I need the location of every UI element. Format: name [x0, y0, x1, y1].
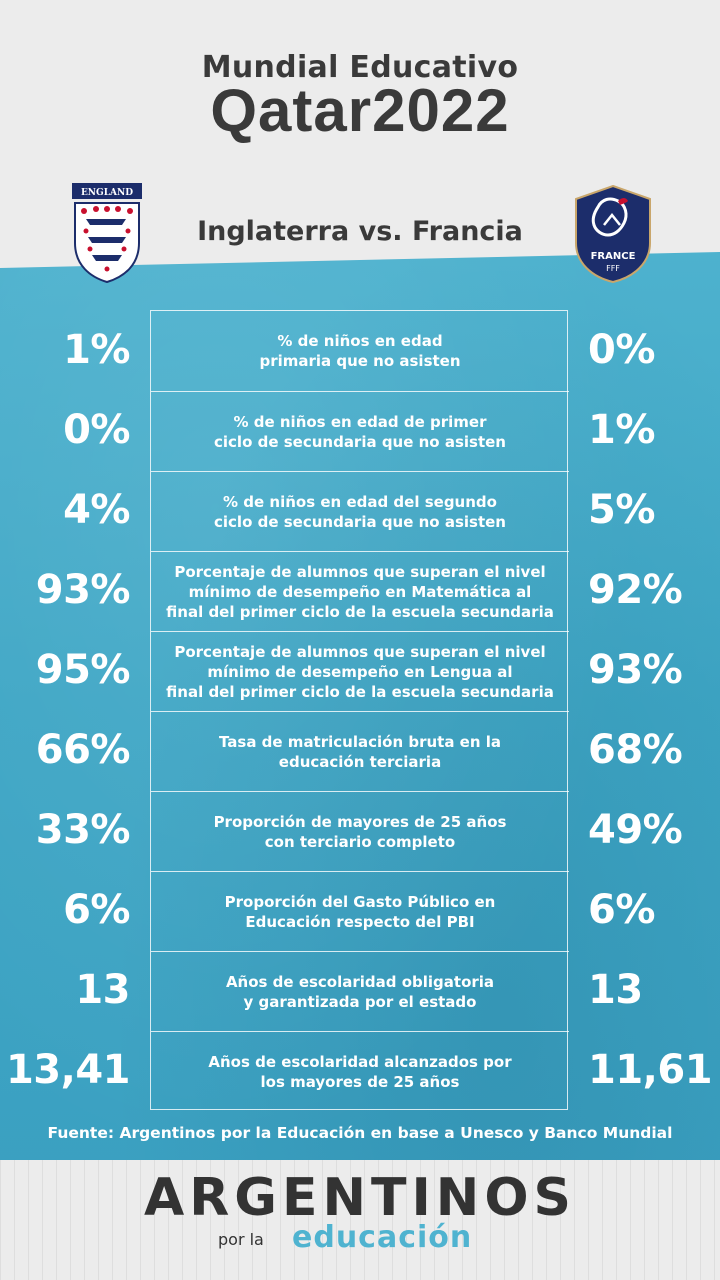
table-row: Proporción del Gasto Público en Educació…	[151, 871, 569, 951]
france-value: 49%	[588, 790, 720, 870]
france-value: 0%	[588, 310, 720, 390]
england-value: 33%	[0, 790, 130, 870]
source-note: Fuente: Argentinos por la Educación en b…	[0, 1124, 720, 1142]
table-row: Proporción de mayores de 25 años con ter…	[151, 791, 569, 871]
england-value: 1%	[0, 310, 130, 390]
row-label: Proporción del Gasto Público en Educació…	[151, 872, 569, 951]
comparison-table: % de niños en edad primaria que no asist…	[150, 310, 568, 1110]
england-value: 13,41	[0, 1030, 130, 1110]
org-logo-edu: educación	[292, 1220, 472, 1255]
england-value: 93%	[0, 550, 130, 630]
row-label: % de niños en edad de primer ciclo de se…	[151, 392, 569, 471]
france-value: 11,61	[588, 1030, 720, 1110]
england-value: 0%	[0, 390, 130, 470]
england-value: 13	[0, 950, 130, 1030]
row-label: % de niños en edad primaria que no asist…	[151, 311, 569, 390]
table-row: Porcentaje de alumnos que superan el niv…	[151, 631, 569, 711]
france-value: 6%	[588, 870, 720, 950]
france-value: 92%	[588, 550, 720, 630]
england-value: 4%	[0, 470, 130, 550]
france-value: 68%	[588, 710, 720, 790]
france-crest-sub: FFF	[606, 264, 620, 273]
row-label: Años de escolaridad obligatoria y garant…	[151, 952, 569, 1031]
row-label: Tasa de matriculación bruta en la educac…	[151, 712, 569, 791]
row-label: Años de escolaridad alcanzados por los m…	[151, 1032, 569, 1111]
england-value: 6%	[0, 870, 130, 950]
table-row: % de niños en edad primaria que no asist…	[151, 311, 569, 391]
row-label: Porcentaje de alumnos que superan el niv…	[151, 552, 569, 631]
row-label: Porcentaje de alumnos que superan el niv…	[151, 632, 569, 711]
match-title: Inglaterra vs. Francia	[0, 216, 720, 247]
france-crest-text: FRANCE	[591, 251, 636, 262]
france-value: 93%	[588, 630, 720, 710]
event-logo: Qatar2022	[0, 76, 720, 146]
england-value: 95%	[0, 630, 130, 710]
table-row: % de niños en edad de primer ciclo de se…	[151, 391, 569, 471]
france-value: 13	[588, 950, 720, 1030]
france-value: 1%	[588, 390, 720, 470]
org-logo-por: por la	[218, 1230, 264, 1249]
table-row: Años de escolaridad alcanzados por los m…	[151, 1031, 569, 1111]
table-row: Años de escolaridad obligatoria y garant…	[151, 951, 569, 1031]
france-value: 5%	[588, 470, 720, 550]
england-crest-text: ENGLAND	[81, 188, 133, 198]
table-row: % de niños en edad del segundo ciclo de …	[151, 471, 569, 551]
row-label: % de niños en edad del segundo ciclo de …	[151, 472, 569, 551]
england-value: 66%	[0, 710, 130, 790]
org-logo-name: ARGENTINOS	[0, 1168, 720, 1228]
row-label: Proporción de mayores de 25 años con ter…	[151, 792, 569, 871]
table-row: Tasa de matriculación bruta en la educac…	[151, 711, 569, 791]
table-row: Porcentaje de alumnos que superan el niv…	[151, 551, 569, 631]
